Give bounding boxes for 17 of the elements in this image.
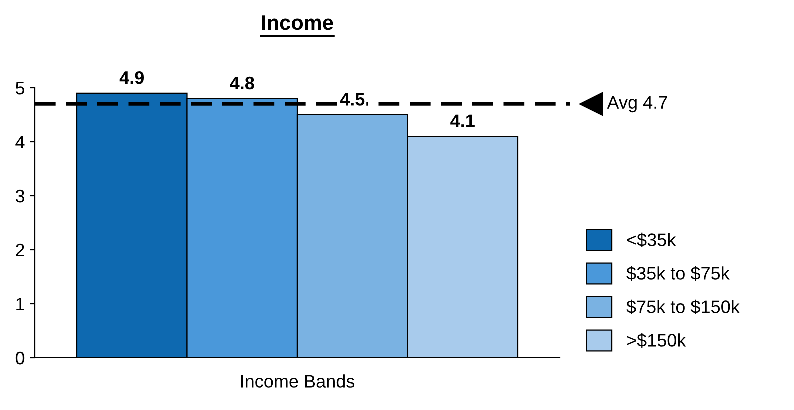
y-tick-label: 0: [16, 352, 25, 365]
legend-label: $75k to $150k: [626, 300, 740, 315]
legend-label: >$150k: [627, 333, 686, 348]
data-label: 4.5: [340, 93, 365, 106]
y-tick-label: 2: [16, 244, 24, 257]
y-tick-label: 4: [16, 136, 25, 149]
ref-line-label: Avg 4.7: [607, 96, 668, 113]
chart-title: Income: [262, 16, 334, 30]
legend-label: $35k to $75k: [626, 266, 730, 282]
y-tick-label: 5: [16, 82, 25, 95]
data-label: 4.1: [450, 114, 475, 128]
y-tick-label: 3: [16, 190, 24, 203]
x-tick-label: Income Bands: [241, 374, 355, 388]
data-label: 4.8: [230, 76, 254, 90]
legend-label: <$35k: [627, 232, 676, 248]
data-label: 4.9: [120, 71, 144, 84]
y-tick-label: 1: [16, 298, 24, 311]
